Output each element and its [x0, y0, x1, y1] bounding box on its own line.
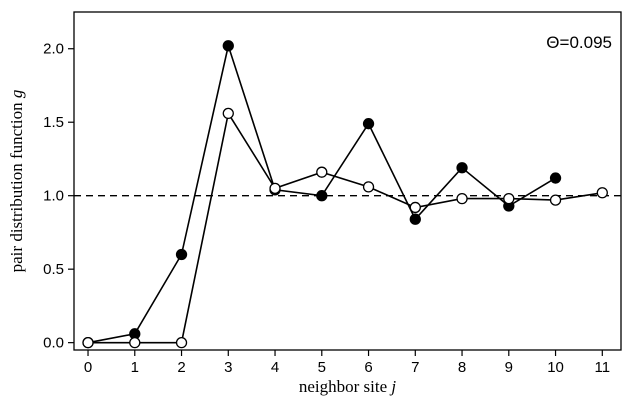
theta-annotation: Θ=0.095: [546, 33, 612, 52]
open-point: [129, 337, 141, 349]
x-tick-label: 7: [411, 359, 419, 376]
filled-point: [222, 40, 234, 52]
filled-point: [175, 248, 188, 261]
filled-point: [549, 172, 562, 184]
y-tick-label: 1.5: [43, 114, 64, 131]
x-tick-label: 3: [224, 359, 232, 376]
x-axis-variable: j: [389, 377, 396, 396]
x-tick-label: 0: [84, 359, 92, 376]
filled-point: [456, 162, 468, 174]
open-point: [269, 182, 281, 194]
plot-frame: [73, 11, 622, 351]
open-point: [409, 201, 421, 214]
open-point: [222, 107, 234, 120]
filled-point: [362, 118, 375, 130]
open-point: [362, 181, 375, 193]
x-axis-label-text: neighbor site: [299, 377, 387, 396]
x-tick-label: 8: [458, 359, 466, 376]
open-point: [456, 192, 468, 205]
x-tick-label: 9: [505, 359, 513, 376]
x-tick-label: 4: [271, 359, 279, 376]
x-tick-label: 11: [595, 359, 611, 376]
open-point: [549, 194, 562, 206]
filled-point: [316, 190, 328, 202]
y-tick-label: 0.0: [43, 335, 64, 352]
open-point: [503, 192, 515, 205]
x-tick-label: 10: [547, 359, 564, 376]
x-tick-label: 5: [318, 359, 326, 376]
y-tick-label: 0.5: [43, 261, 64, 278]
y-tick-label: 2.0: [43, 41, 64, 58]
open-point: [596, 187, 608, 199]
x-tick-label: 2: [177, 359, 185, 376]
x-tick-label: 6: [364, 359, 372, 376]
filled-point: [409, 213, 421, 225]
y-tick-label: 1.0: [43, 188, 64, 205]
open-point: [175, 337, 188, 349]
y-axis-title: pair distribution function g: [7, 90, 26, 273]
series-2-line: [88, 111, 603, 344]
y-axis-label-text: pair distribution function: [7, 102, 26, 272]
open-point: [82, 337, 94, 349]
y-axis-variable: g: [7, 90, 26, 99]
open-point: [316, 166, 328, 178]
x-axis-title: neighbor site j: [299, 377, 397, 396]
x-tick-label: 1: [131, 359, 139, 376]
